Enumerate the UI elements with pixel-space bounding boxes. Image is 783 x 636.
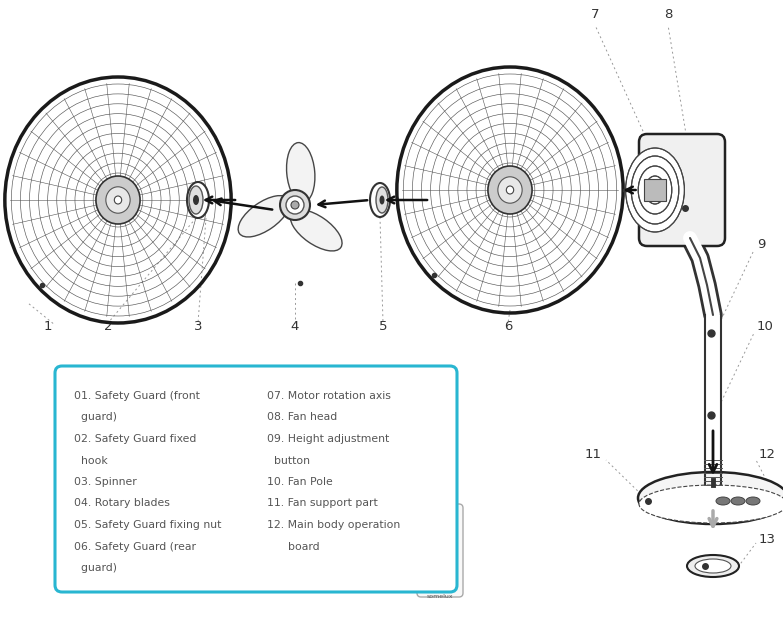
Ellipse shape [376, 187, 388, 213]
Text: 5: 5 [379, 320, 388, 333]
Text: 09. Height adjustment: 09. Height adjustment [267, 434, 389, 444]
Ellipse shape [396, 66, 624, 314]
Text: 05. Safety Guard fixing nut: 05. Safety Guard fixing nut [74, 520, 222, 530]
Ellipse shape [280, 190, 310, 220]
Circle shape [434, 566, 446, 578]
Text: 12: 12 [759, 448, 776, 461]
Text: 04. Rotary blades: 04. Rotary blades [74, 499, 170, 509]
Ellipse shape [716, 497, 730, 505]
Text: 07. Motor rotation axis: 07. Motor rotation axis [267, 391, 391, 401]
Text: 6: 6 [503, 320, 512, 333]
Ellipse shape [746, 497, 760, 505]
Ellipse shape [626, 148, 684, 232]
Text: 7: 7 [590, 8, 599, 21]
Text: guard): guard) [74, 413, 117, 422]
Text: 06. Safety Guard (rear: 06. Safety Guard (rear [74, 541, 196, 551]
FancyBboxPatch shape [55, 366, 457, 592]
Ellipse shape [96, 176, 140, 224]
Text: board: board [267, 541, 319, 551]
Text: 08. Fan head: 08. Fan head [267, 413, 337, 422]
Text: 02. Safety Guard fixed: 02. Safety Guard fixed [74, 434, 197, 444]
Ellipse shape [193, 195, 199, 205]
Ellipse shape [114, 196, 121, 204]
Ellipse shape [695, 559, 731, 573]
FancyBboxPatch shape [417, 504, 463, 597]
Ellipse shape [189, 186, 203, 214]
Ellipse shape [238, 196, 290, 237]
Text: 11. Fan support part: 11. Fan support part [267, 499, 377, 509]
Text: 14: 14 [399, 580, 416, 593]
Text: 1: 1 [44, 320, 52, 333]
Text: guard): guard) [74, 563, 117, 573]
Text: 8: 8 [664, 8, 672, 21]
FancyBboxPatch shape [639, 134, 725, 246]
Circle shape [434, 534, 446, 546]
Text: 11: 11 [585, 448, 602, 461]
Ellipse shape [380, 195, 384, 205]
Ellipse shape [639, 485, 783, 523]
Ellipse shape [291, 201, 299, 209]
Text: 01. Safety Guard (front: 01. Safety Guard (front [74, 391, 200, 401]
Text: 4: 4 [290, 320, 299, 333]
Ellipse shape [187, 182, 209, 218]
Ellipse shape [731, 497, 745, 505]
Text: 10. Fan Pole: 10. Fan Pole [267, 477, 333, 487]
Ellipse shape [370, 183, 390, 217]
Ellipse shape [488, 166, 532, 214]
Circle shape [434, 550, 446, 562]
Ellipse shape [290, 210, 342, 251]
Ellipse shape [507, 186, 514, 194]
Circle shape [432, 512, 448, 528]
Text: 9: 9 [757, 238, 765, 251]
Text: 12. Main body operation: 12. Main body operation [267, 520, 400, 530]
Ellipse shape [638, 472, 783, 524]
Ellipse shape [4, 76, 232, 324]
FancyBboxPatch shape [644, 179, 666, 201]
Text: hook: hook [74, 455, 108, 466]
Ellipse shape [626, 148, 684, 232]
Ellipse shape [106, 187, 130, 213]
Text: 13: 13 [759, 533, 776, 546]
Ellipse shape [287, 142, 315, 202]
Ellipse shape [498, 177, 522, 203]
Text: somelux: somelux [427, 593, 453, 598]
Text: button: button [267, 455, 310, 466]
Text: 2: 2 [104, 320, 112, 333]
Text: 03. Spinner: 03. Spinner [74, 477, 137, 487]
Ellipse shape [687, 555, 739, 577]
Ellipse shape [286, 196, 304, 214]
Text: 10: 10 [757, 320, 774, 333]
Text: 3: 3 [193, 320, 202, 333]
